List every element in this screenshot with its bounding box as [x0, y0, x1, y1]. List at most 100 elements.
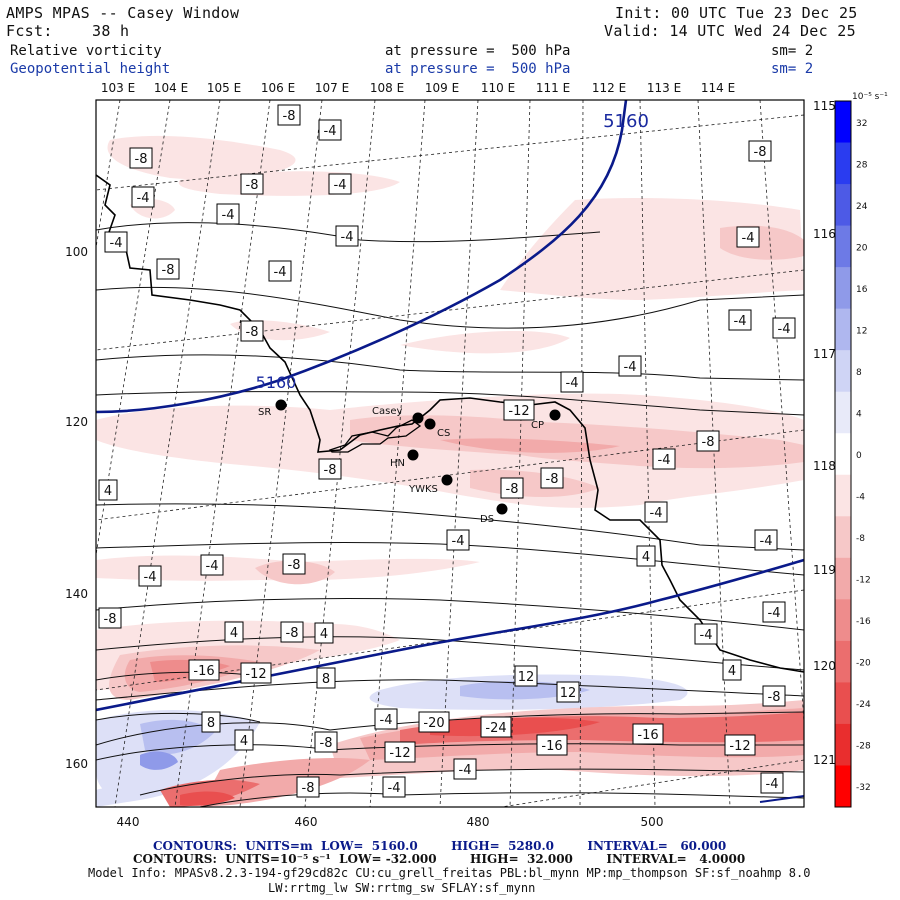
svg-text:4: 4	[230, 626, 238, 641]
vorticity-label: -8	[240, 173, 264, 195]
svg-text:-8: -8	[135, 152, 148, 167]
field2-name: Geopotential height	[10, 61, 171, 77]
vorticity-label: -4	[736, 226, 760, 248]
svg-text:8: 8	[207, 716, 215, 731]
station-label: CS	[437, 428, 450, 439]
station-marker	[424, 418, 436, 430]
vorticity-label: -8	[500, 477, 524, 499]
colorbar-tick-label: 24	[856, 202, 868, 212]
vorticity-label: -4	[760, 772, 784, 794]
valid-time: Valid: 14 UTC Wed 24 Dec 25	[604, 22, 856, 40]
svg-text:-8: -8	[506, 482, 519, 497]
height-contour-label: 5160	[603, 111, 649, 132]
lon-label-top: 105 E	[207, 81, 241, 95]
grid-y-label: 160	[65, 757, 88, 771]
svg-text:4: 4	[320, 627, 328, 642]
vorticity-label: -4	[728, 309, 752, 331]
svg-text:-8: -8	[246, 325, 259, 340]
colorbar-units: 10⁻⁵ s⁻¹	[852, 92, 888, 102]
svg-text:-4: -4	[760, 534, 773, 549]
vorticity-label: -4	[374, 708, 398, 730]
colorbar-tick-label: 16	[856, 285, 868, 295]
vorticity-label: -4	[382, 776, 406, 798]
svg-text:-4: -4	[206, 559, 219, 574]
coastline-inlet	[328, 419, 422, 453]
vorticity-label: -4	[644, 501, 668, 523]
forecast-hours: 38 h	[92, 22, 130, 40]
vorticity-label: -4	[104, 231, 128, 253]
colorbar-swatch	[835, 184, 851, 227]
vorticity-label: -8	[314, 731, 338, 753]
vorticity-label: -4	[694, 623, 718, 645]
init-time: Init: 00 UTC Tue 23 Dec 25	[615, 4, 858, 22]
vorticity-label: -4	[560, 371, 584, 393]
vorticity-label: 4	[636, 545, 656, 567]
station-marker	[441, 474, 453, 486]
vorticity-label: -8	[296, 776, 320, 798]
vorticity-label: -4	[446, 529, 470, 551]
lon-label-top: 107 E	[315, 81, 349, 95]
colorbar-tick-label: -12	[856, 576, 871, 586]
field1-level: at pressure = 500 hPa	[385, 43, 571, 59]
colorbar-swatch	[835, 474, 851, 517]
lon-label-top: 108 E	[370, 81, 404, 95]
map-title: AMPS MPAS -- Casey Window	[6, 4, 240, 22]
vorticity-label: -4	[618, 355, 642, 377]
svg-text:-8: -8	[286, 626, 299, 641]
colorbar-tick-label: -20	[856, 659, 871, 669]
svg-text:-4: -4	[650, 506, 663, 521]
station-label: Casey	[372, 406, 402, 417]
svg-text:-4: -4	[459, 763, 472, 778]
colorbar-swatch	[835, 599, 851, 642]
vorticity-label: -8	[280, 621, 304, 643]
colorbar-swatch	[835, 308, 851, 351]
station-marker	[496, 503, 508, 515]
svg-text:-8: -8	[104, 612, 117, 627]
vorticity-label: -4	[328, 173, 352, 195]
svg-text:-4: -4	[388, 781, 401, 796]
vorticity-label: -24	[480, 716, 512, 738]
map-labels: 103 E 104 E 105 E 106 E 107 E 108 E 109 E 110 E…	[65, 81, 847, 829]
svg-text:12: 12	[518, 670, 535, 685]
vorticity-label: -8	[282, 553, 306, 575]
svg-text:-4: -4	[110, 236, 123, 251]
colorbar-tick-label: -8	[856, 534, 865, 544]
grid-x-label: 460	[295, 815, 318, 829]
footer-height-contours: CONTOURS: UNITS=m LOW= 5160.0 HIGH= 5280…	[153, 839, 727, 853]
svg-text:-8: -8	[162, 263, 175, 278]
vorticity-label: -4	[138, 565, 162, 587]
svg-text:-8: -8	[324, 463, 337, 478]
vorticity-label: -8	[240, 320, 264, 342]
footer-vorticity-contours: CONTOURS: UNITS=10⁻⁵ s⁻¹ LOW= -32.000 HI…	[133, 852, 746, 866]
lon-label-top: 110 E	[481, 81, 515, 95]
colorbar-tick-label: -28	[856, 742, 871, 752]
vorticity-label: -4	[754, 529, 778, 551]
colorbar-frame	[834, 100, 852, 808]
svg-text:-4: -4	[778, 322, 791, 337]
station-label: YWKS	[408, 484, 438, 495]
vorticity-label: 12	[556, 681, 580, 703]
vorticity-label: -4	[216, 203, 240, 225]
field2-smooth: sm= 2	[771, 61, 814, 77]
vorticity-label: -4	[762, 601, 786, 623]
vorticity-label: -8	[129, 147, 153, 169]
colorbar-swatch	[835, 640, 851, 683]
lon-label-top: 114 E	[701, 81, 735, 95]
colorbar-swatch	[835, 765, 851, 808]
lon-label-top: 104 E	[154, 81, 188, 95]
svg-text:4: 4	[642, 550, 650, 565]
svg-text:-12: -12	[389, 746, 410, 761]
svg-text:-8: -8	[302, 781, 315, 796]
svg-text:-8: -8	[283, 109, 296, 124]
svg-text:4: 4	[104, 484, 112, 499]
colorbar-swatch	[835, 557, 851, 600]
vorticity-label: -12	[240, 662, 272, 684]
svg-text:-4: -4	[222, 208, 235, 223]
coastline	[96, 174, 804, 673]
svg-text:-8: -8	[702, 435, 715, 450]
station-marker	[412, 412, 424, 424]
field1-smooth: sm= 2	[771, 43, 814, 59]
svg-text:-4: -4	[742, 231, 755, 246]
svg-text:4: 4	[240, 734, 248, 749]
colorbar-swatch	[835, 267, 851, 310]
